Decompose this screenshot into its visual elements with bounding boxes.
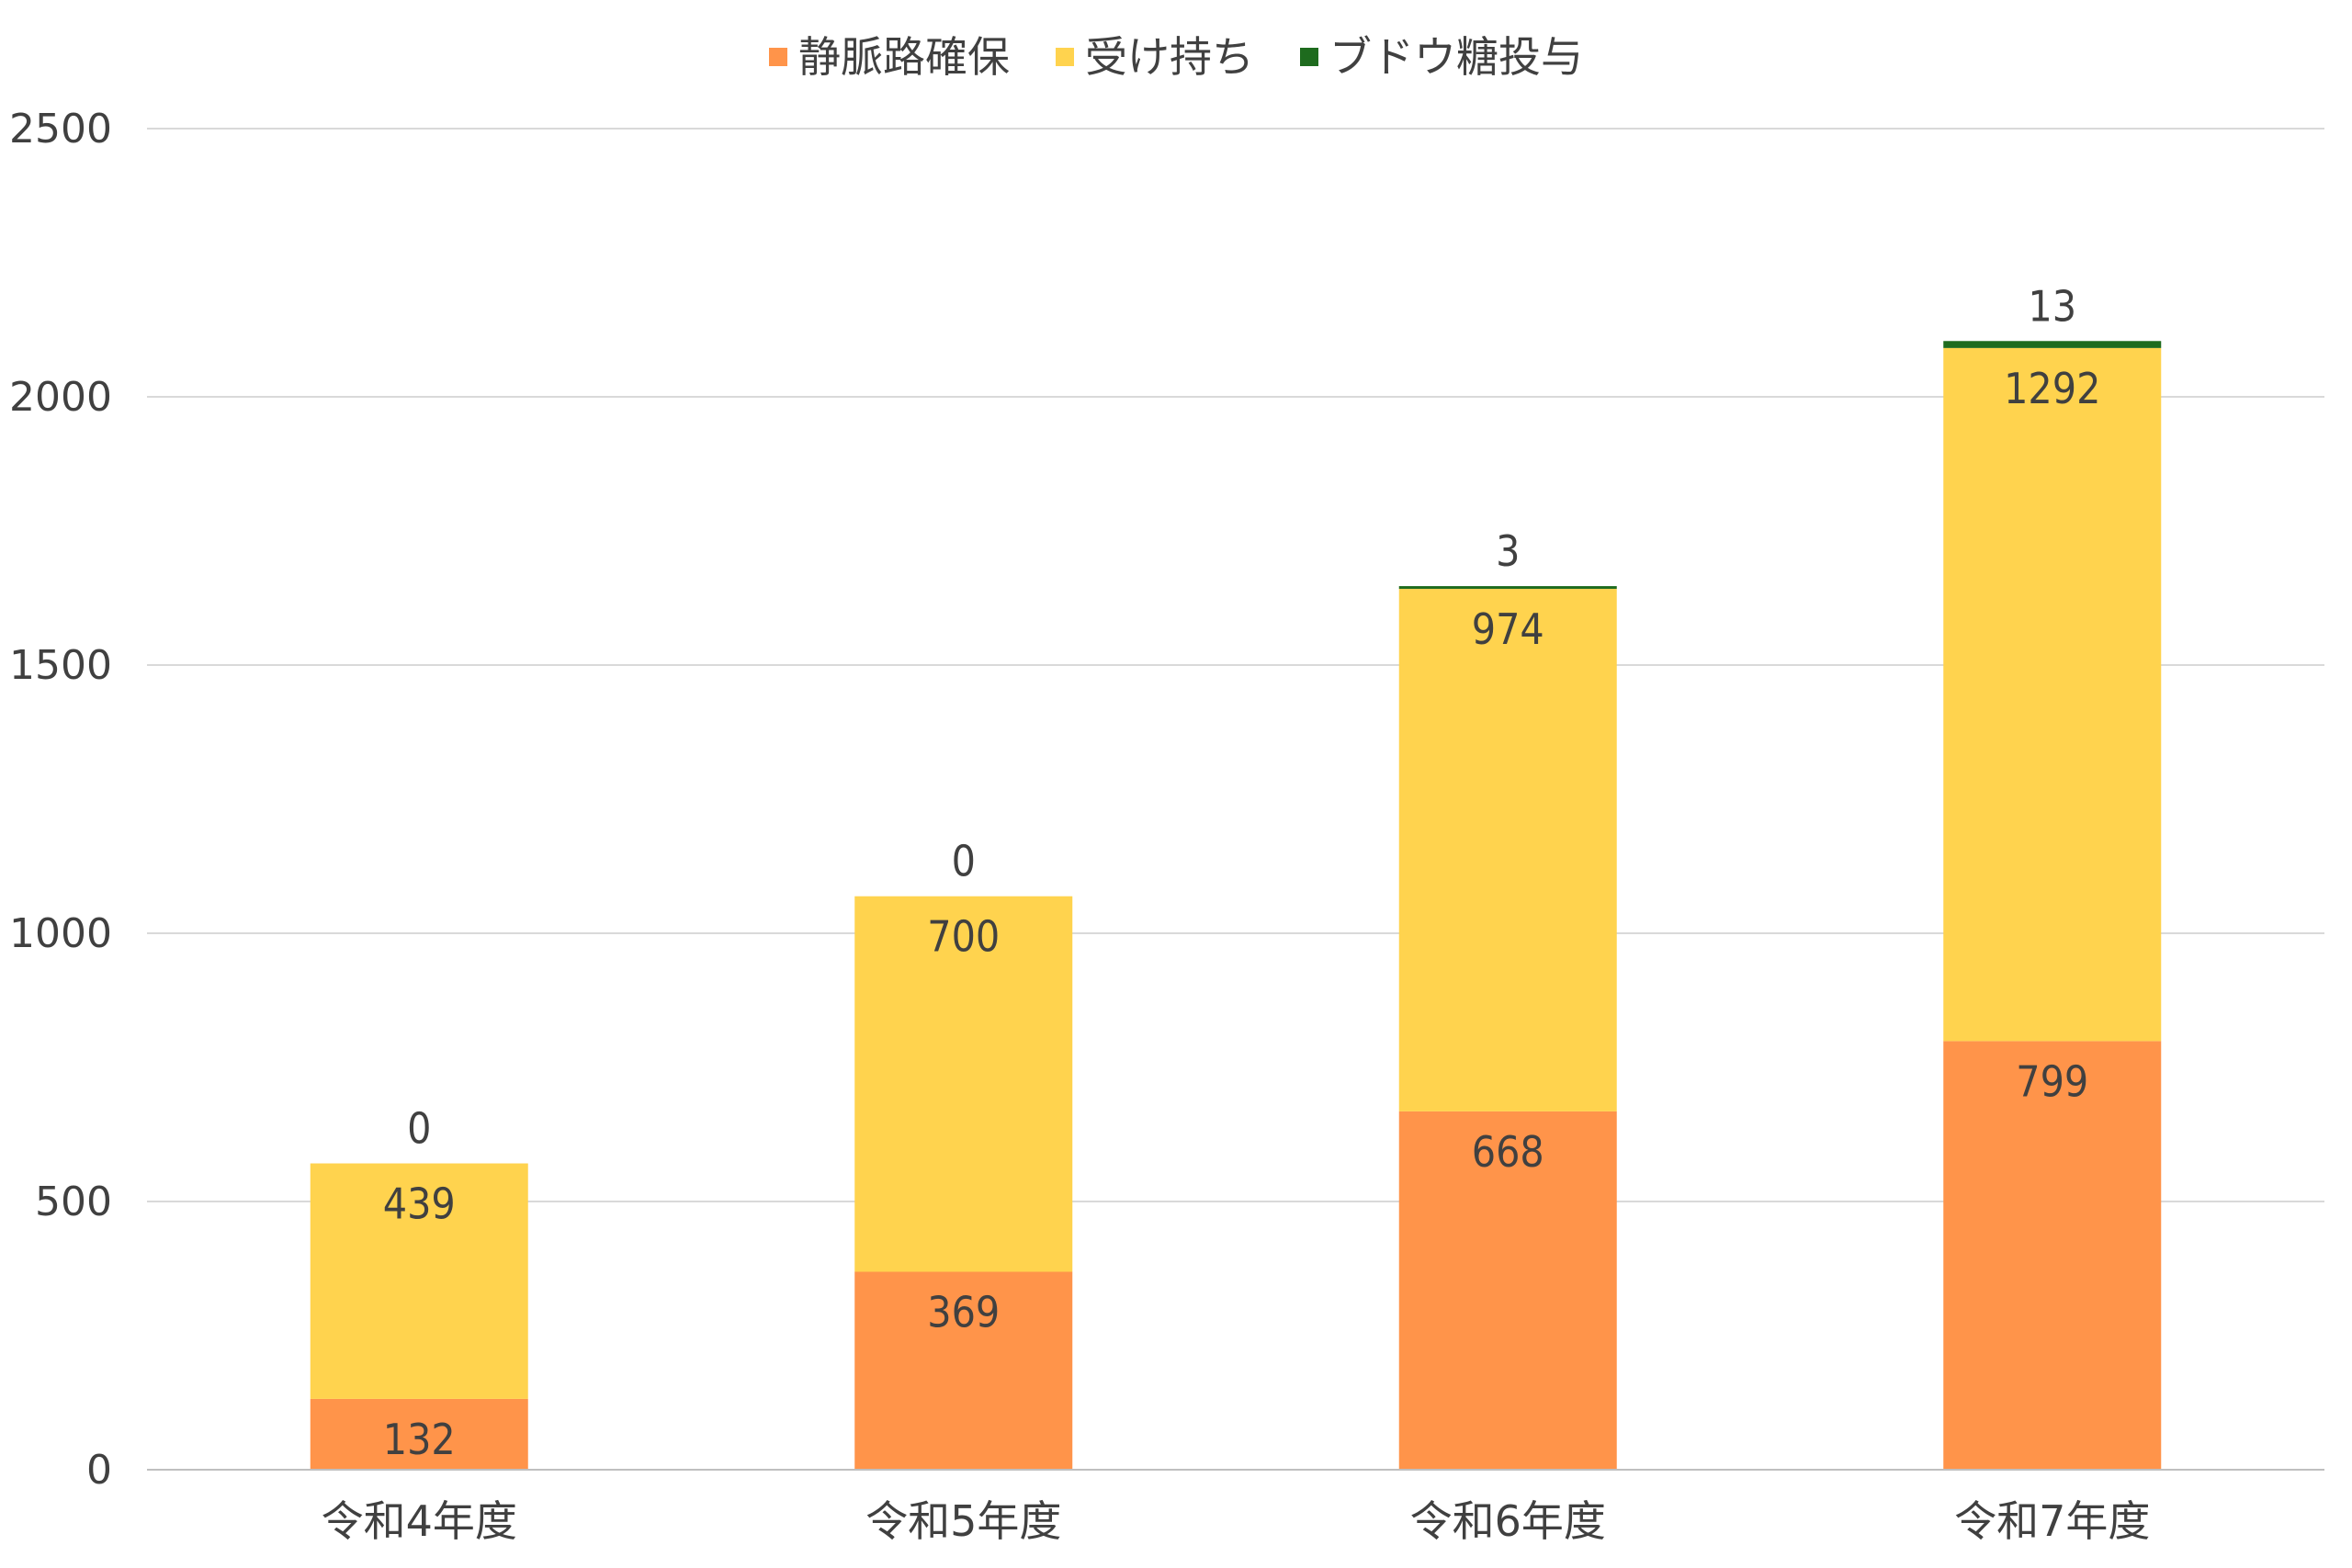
bar-segment — [854, 1271, 1073, 1470]
y-axis: 0 500 1000 1500 2000 2500 — [9, 106, 112, 1494]
x-tick-label: 令和7年度 — [1954, 1496, 2150, 1546]
bar-segment — [854, 896, 1073, 1272]
data-label: 1292 — [2004, 364, 2100, 413]
bar-segment — [1398, 589, 1617, 1111]
bar-segment — [310, 1163, 528, 1399]
legend: 静脈路確保 受け持ち ブドウ糖投与 — [769, 32, 1583, 82]
legend-entry: 受け持ち — [1085, 32, 1254, 82]
legend-swatch — [1300, 48, 1318, 66]
bar-segment — [1398, 1111, 1617, 1470]
data-label: 668 — [1472, 1127, 1544, 1177]
data-label: 0 — [952, 837, 976, 886]
bar-segment — [1943, 341, 2162, 348]
data-label: 439 — [383, 1179, 456, 1229]
legend-entry: ブドウ糖投与 — [1329, 32, 1583, 82]
y-tick-label: 2000 — [9, 374, 112, 421]
x-axis: 令和4年度 令和5年度 令和6年度 令和7年度 — [147, 1469, 2324, 1546]
y-tick-label: 0 — [86, 1447, 112, 1494]
data-label: 132 — [383, 1415, 456, 1464]
y-tick-label: 500 — [35, 1179, 112, 1225]
x-tick-label: 令和6年度 — [1410, 1496, 1606, 1546]
x-tick-label: 令和4年度 — [322, 1496, 517, 1546]
bar-segment — [1943, 1041, 2162, 1470]
legend-entry: 静脈路確保 — [798, 32, 1010, 82]
data-label: 799 — [2016, 1056, 2088, 1106]
bar-segment — [310, 1398, 528, 1470]
y-tick-label: 1500 — [9, 642, 112, 689]
data-label: 3 — [1496, 526, 1520, 576]
y-tick-label: 1000 — [9, 910, 112, 957]
bar-segment — [1398, 586, 1617, 590]
x-tick-label: 令和5年度 — [865, 1496, 1061, 1546]
data-label: 700 — [927, 912, 1000, 962]
y-tick-label: 2500 — [9, 106, 112, 152]
legend-swatch — [769, 48, 787, 66]
data-label: 13 — [2028, 281, 2076, 331]
bars: 132 439 0 369 700 0 668 974 3 799 1292 13 — [310, 281, 2162, 1470]
data-label: 0 — [407, 1104, 431, 1154]
data-label: 974 — [1472, 604, 1544, 654]
legend-swatch — [1056, 48, 1074, 66]
bar-segment — [1943, 347, 2162, 1042]
data-label: 369 — [927, 1288, 1000, 1337]
